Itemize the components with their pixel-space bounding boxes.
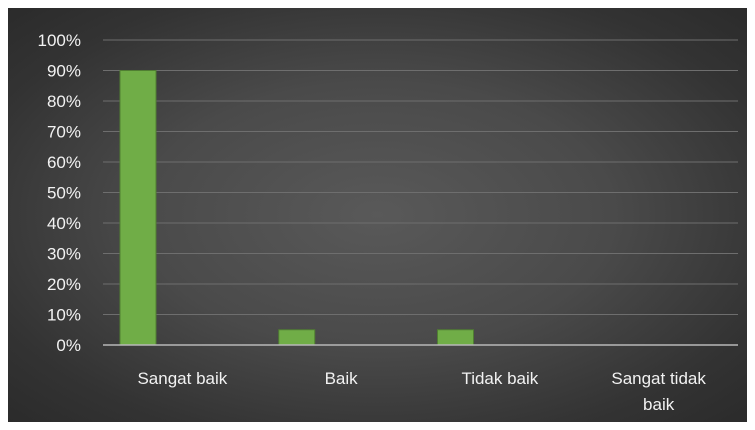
x-category-label: Sangat baik (137, 369, 227, 388)
bar (437, 329, 474, 346)
bar (119, 70, 157, 346)
y-tick-label: 60% (47, 153, 81, 172)
x-axis-category-labels: Sangat baik Baik Tidak baik Sangat tidak bai… (137, 369, 706, 414)
y-tick-label: 0% (56, 336, 81, 355)
x-category-label: baik (643, 395, 675, 414)
y-tick-label: 90% (47, 62, 81, 81)
x-category-label: Tidak baik (461, 369, 538, 388)
bar (278, 329, 316, 346)
bars (119, 70, 474, 346)
y-tick-label: 100% (38, 31, 81, 50)
chart-area: 0% 10% 20% 30% 40% 50% 60% 70% 80% 90% 100% Sangat… (8, 8, 747, 422)
bar-chart: 0% 10% 20% 30% 40% 50% 60% 70% 80% 90% 100% Sangat… (38, 31, 738, 414)
x-category-label: Baik (325, 369, 359, 388)
y-axis-tick-labels: 0% 10% 20% 30% 40% 50% 60% 70% 80% 90% 100% (38, 31, 81, 355)
y-tick-label: 40% (47, 214, 81, 233)
y-tick-label: 30% (47, 245, 81, 264)
gridlines (103, 39, 738, 315)
x-category-label: Sangat tidak (611, 369, 706, 388)
y-tick-label: 70% (47, 123, 81, 142)
y-tick-label: 10% (47, 306, 81, 325)
y-tick-label: 80% (47, 92, 81, 111)
y-tick-label: 50% (47, 184, 81, 203)
y-tick-label: 20% (47, 275, 81, 294)
